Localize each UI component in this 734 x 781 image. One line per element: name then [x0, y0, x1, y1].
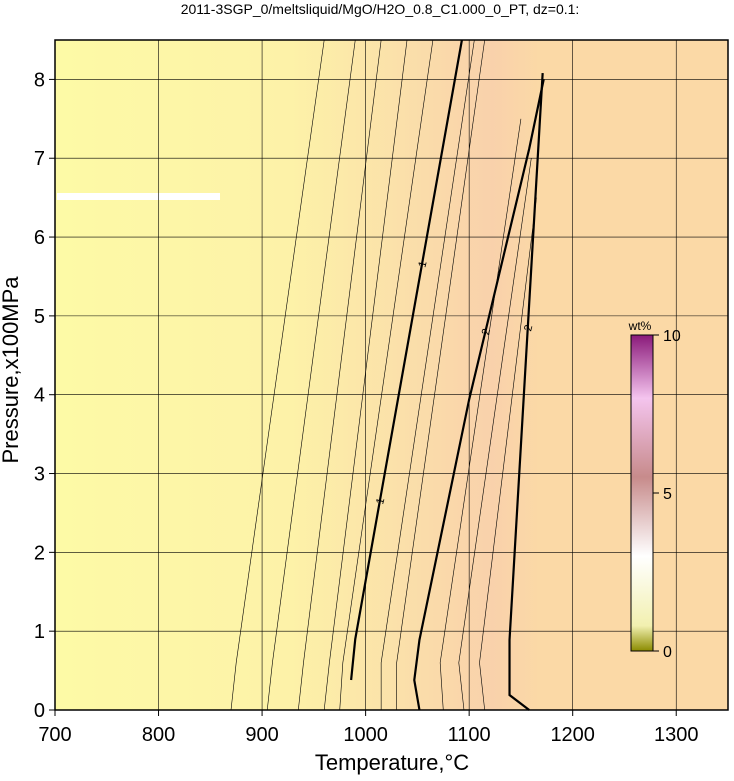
contour-label: 2 — [480, 327, 493, 336]
y-tick-label: 8 — [34, 69, 45, 91]
x-tick-label: 1300 — [654, 724, 699, 746]
colorbar-tick-label: 0 — [663, 644, 672, 661]
x-tick-label: 900 — [245, 724, 278, 746]
y-tick-label: 7 — [34, 148, 45, 170]
y-tick-label: 6 — [34, 227, 45, 249]
contour-line — [350, 39, 463, 681]
y-tick-label: 1 — [34, 621, 45, 643]
contours: 1 1 2 2 — [230, 39, 545, 711]
y-tick-label: 5 — [34, 306, 45, 328]
contour-line — [380, 39, 475, 710]
colorbar-tick-label: 10 — [663, 328, 681, 345]
contour-line — [230, 39, 325, 711]
contour-line — [339, 39, 434, 711]
contour-line — [323, 39, 408, 711]
contour-line — [508, 73, 544, 711]
blank-band — [57, 193, 220, 200]
grid — [54, 40, 728, 711]
plot-frame — [54, 39, 729, 711]
x-tick-label: 1200 — [550, 724, 595, 746]
y-tick-label: 2 — [34, 542, 45, 564]
axes: 700 800 900 1000 1100 1200 1300 0 1 2 3 4 5 6 7 8 0 5 10 — [34, 69, 699, 746]
contour-line — [479, 197, 537, 711]
contour-line — [396, 39, 485, 710]
y-axis-label: Pressure,x100MPa — [0, 276, 23, 464]
x-tick-label: 700 — [38, 724, 71, 746]
x-tick-label: 1000 — [343, 724, 388, 746]
contour-line — [458, 158, 532, 711]
contour-line — [298, 39, 382, 711]
contour-line — [413, 79, 545, 711]
chart-title: 2011-3SGP_0/meltsliquid/MgO/H2O_0.8_C1.0… — [181, 1, 580, 17]
colorbar-tick-label: 5 — [663, 486, 672, 503]
contour-label: 2 — [522, 324, 535, 333]
y-tick-label: 3 — [34, 464, 45, 486]
contour-label: 1 — [416, 260, 429, 269]
y-tick-label: 4 — [34, 385, 45, 407]
x-axis-label: Temperature,°C — [315, 750, 469, 775]
x-tick-label: 1100 — [448, 724, 491, 746]
colorbar-label: wt% — [628, 319, 652, 333]
plot-background — [55, 40, 728, 710]
x-tick-label: 800 — [142, 724, 175, 746]
contour-line — [266, 39, 356, 711]
contour-label: 1 — [374, 497, 387, 506]
y-tick-label: 0 — [34, 700, 45, 722]
colorbar — [630, 334, 654, 652]
